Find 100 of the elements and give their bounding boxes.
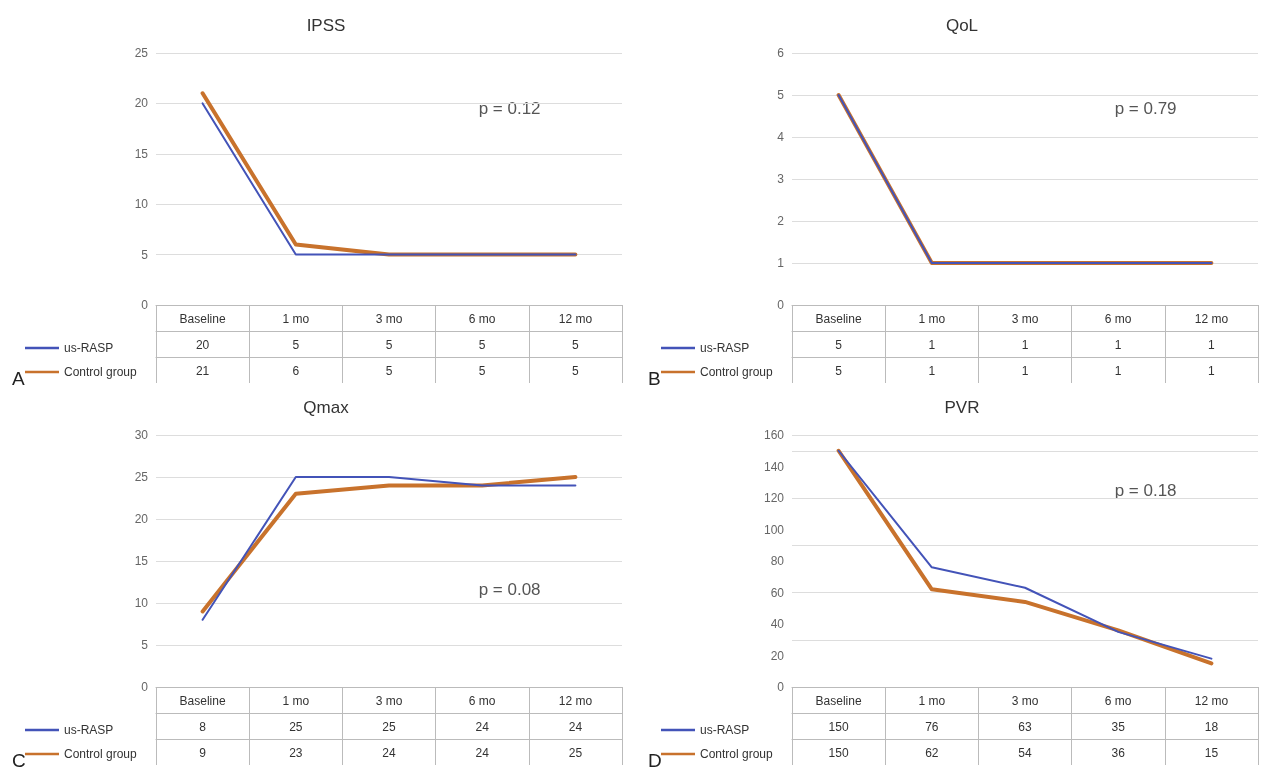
data-label: 21	[195, 364, 210, 378]
x-tick-label: 1 mo	[918, 312, 946, 326]
y-tick-label: 25	[134, 470, 149, 484]
data-label: 6	[292, 364, 300, 378]
x-tick-label: 3 mo	[1011, 694, 1039, 708]
text: B	[648, 368, 661, 389]
y-tick-label: 80	[770, 554, 785, 568]
data-label: 24	[475, 720, 490, 734]
x-tick-label: 1 mo	[282, 312, 310, 326]
y-tick-label: 0	[141, 298, 149, 312]
data-label: 1	[928, 338, 936, 352]
data-label: 9	[199, 746, 207, 760]
y-tick-label: 20	[134, 96, 149, 111]
chart-title: PVR	[944, 398, 980, 417]
data-label: 23	[289, 746, 303, 760]
y-tick-label: 15	[134, 554, 149, 568]
chart-title: Qmax	[303, 398, 350, 417]
data-label: 25	[289, 720, 303, 734]
y-tick-label: 1	[777, 256, 785, 270]
legend-label: Control group	[64, 747, 138, 761]
data-label: 25	[382, 720, 396, 734]
x-tick-label: 6 mo	[468, 694, 496, 708]
x-tick-label: Baseline	[815, 312, 862, 326]
annotation: p = 0.08	[478, 580, 541, 599]
data-label: 20	[195, 338, 210, 352]
data-label: 15	[1204, 746, 1219, 760]
x-tick-label: 3 mo	[1011, 312, 1039, 326]
x-tick-label: 6 mo	[468, 312, 496, 326]
data-label: 25	[568, 746, 583, 760]
data-label: 5	[572, 364, 580, 378]
y-tick-label: 5	[777, 88, 785, 102]
data-label: 5	[478, 338, 486, 352]
text: C	[12, 750, 26, 771]
x-tick-label: 12 mo	[558, 312, 593, 326]
x-tick-label: Baseline	[179, 312, 226, 326]
data-label: 18	[1204, 720, 1219, 734]
y-tick-label: 4	[777, 130, 785, 144]
y-tick-label: 140	[763, 459, 785, 474]
data-label: 5	[385, 364, 393, 378]
data-label: 5	[572, 338, 580, 352]
data-label: 24	[475, 746, 490, 760]
y-tick-label: 0	[141, 680, 149, 694]
legend-label: us-RASP	[64, 723, 114, 737]
data-label: 24	[382, 746, 396, 760]
y-tick-label: 100	[763, 522, 785, 537]
data-label: 1	[1114, 364, 1122, 378]
annotation: p = 0.79	[1114, 98, 1177, 118]
data-label: 54	[1018, 746, 1032, 760]
legend-label: us-RASP	[700, 723, 750, 737]
x-tick-label: 12 mo	[1194, 312, 1229, 326]
y-tick-label: 120	[763, 491, 785, 505]
legend-label: Control group	[700, 365, 774, 379]
x-tick-label: 3 mo	[375, 312, 403, 326]
annotation: p = 0.18	[1114, 480, 1177, 500]
x-tick-label: 6 mo	[1104, 694, 1132, 708]
data-label: 36	[1111, 746, 1126, 760]
data-label: 1	[1114, 338, 1122, 352]
y-tick-label: 10	[134, 596, 149, 610]
y-tick-label: 0	[777, 680, 785, 694]
data-label: 1	[928, 364, 936, 378]
x-tick-label: 12 mo	[1194, 694, 1229, 708]
y-tick-label: 20	[770, 648, 785, 663]
data-label: 5	[835, 364, 843, 378]
y-tick-label: 6	[777, 46, 785, 60]
legend-label: us-RASP	[64, 341, 114, 355]
y-tick-label: 2	[777, 214, 785, 228]
x-tick-label: 3 mo	[375, 694, 403, 708]
chart-title: IPSS	[306, 16, 346, 35]
y-tick-label: 30	[134, 428, 149, 442]
y-tick-label: 40	[770, 617, 785, 631]
y-tick-label: 3	[777, 172, 785, 186]
data-label: 150	[828, 720, 849, 734]
text: D	[648, 750, 662, 771]
data-label: 1	[1021, 364, 1029, 378]
data-label: 62	[925, 746, 939, 760]
y-tick-label: 10	[134, 197, 149, 212]
x-tick-label: Baseline	[815, 694, 862, 708]
data-label: 35	[1111, 720, 1126, 734]
y-tick-label: 15	[134, 146, 149, 161]
x-tick-label: 6 mo	[1104, 312, 1132, 326]
legend-label: Control group	[700, 747, 774, 761]
y-tick-label: 5	[141, 638, 149, 652]
data-label: 1	[1021, 338, 1029, 352]
y-tick-label: 5	[141, 247, 149, 262]
data-label: 63	[1018, 720, 1032, 734]
y-tick-label: 160	[763, 428, 785, 442]
legend-label: us-RASP	[700, 341, 750, 355]
y-tick-label: 20	[134, 512, 149, 526]
data-label: 150	[828, 746, 849, 760]
data-label: 1	[1208, 338, 1216, 352]
x-tick-label: 1 mo	[918, 694, 946, 708]
data-label: 5	[478, 364, 486, 378]
y-tick-label: 0	[777, 298, 785, 312]
y-tick-label: 25	[134, 46, 149, 60]
data-label: 5	[385, 338, 393, 352]
text: A	[12, 368, 25, 389]
x-tick-label: 12 mo	[558, 694, 593, 708]
legend-label: Control group	[64, 365, 138, 379]
chart-title: QoL	[945, 16, 979, 35]
y-tick-label: 60	[770, 585, 785, 600]
